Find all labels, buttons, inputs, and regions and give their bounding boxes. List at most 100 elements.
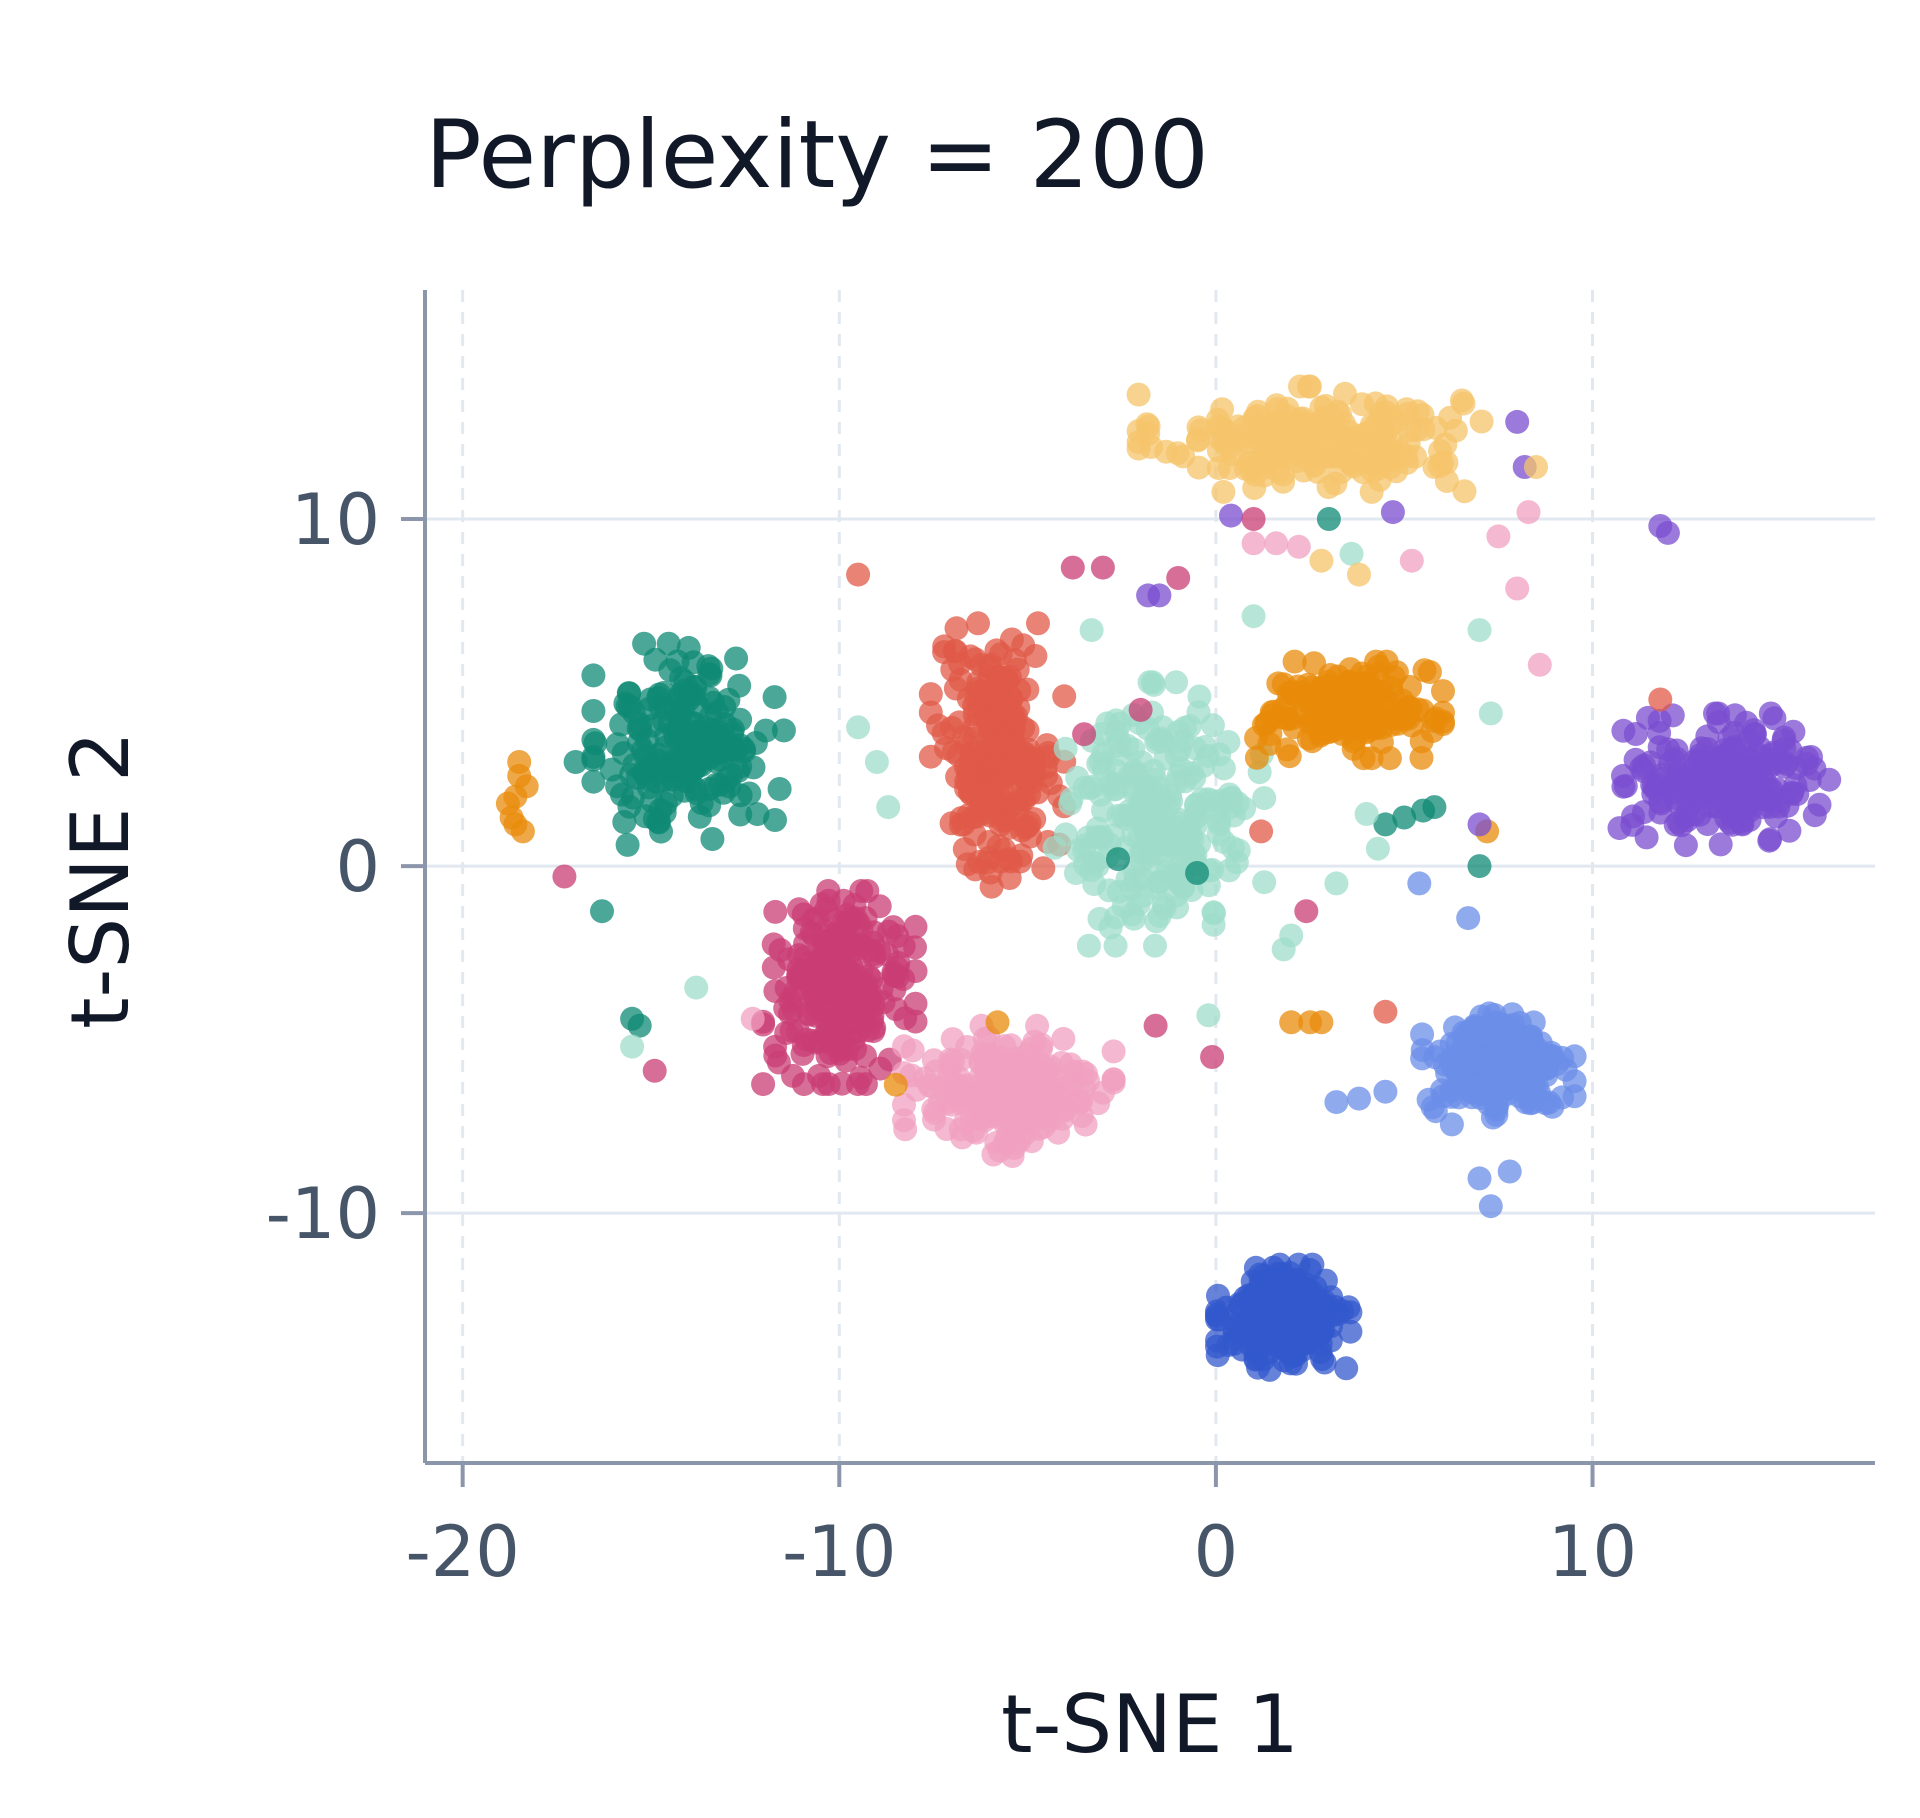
data-point [1758, 701, 1783, 726]
data-point [1310, 706, 1335, 731]
data-point [1709, 763, 1734, 788]
data-point [781, 985, 806, 1010]
data-point [751, 1072, 776, 1097]
data-point [621, 700, 646, 725]
data-point [1364, 649, 1389, 674]
data-point [814, 897, 839, 922]
data-point [1779, 781, 1804, 806]
data-point [1020, 753, 1045, 778]
x-tick-label: -20 [405, 1511, 519, 1593]
data-point [811, 976, 836, 1001]
data-point [1373, 1079, 1398, 1104]
data-point [1373, 812, 1398, 837]
data-point [791, 1072, 816, 1097]
data-point [1144, 909, 1169, 934]
data-point [495, 791, 520, 816]
data-point [996, 704, 1021, 729]
data-point [1001, 732, 1026, 757]
data-point [761, 932, 786, 957]
y-tick-label: 10 [291, 479, 380, 561]
data-point [1347, 1086, 1371, 1111]
data-point [816, 1018, 841, 1043]
data-point [1451, 391, 1476, 416]
data-point [507, 750, 532, 774]
data-point [1153, 746, 1178, 771]
data-point [1185, 861, 1210, 885]
x-axis-label: t-SNE 1 [1001, 1678, 1299, 1771]
data-point [1708, 832, 1733, 857]
data-point [1246, 1355, 1270, 1380]
data-point [1246, 399, 1270, 424]
data-point [1252, 786, 1277, 811]
data-point [767, 777, 792, 801]
data-point [1205, 1299, 1229, 1324]
data-point [1431, 679, 1455, 704]
data-point [590, 899, 614, 924]
data-point [1126, 436, 1151, 461]
data-point [1328, 688, 1353, 713]
data-point [841, 931, 866, 956]
data-point [1154, 439, 1179, 464]
data-point [1309, 1010, 1334, 1035]
chart-title: Perplexity = 200 [425, 101, 1209, 210]
data-point [615, 832, 640, 857]
data-point [683, 675, 708, 700]
data-point [1365, 836, 1390, 861]
data-point [1629, 755, 1654, 780]
data-point [985, 1010, 1010, 1035]
data-point [969, 653, 994, 678]
data-point [1417, 660, 1442, 684]
data-point [982, 1056, 1007, 1081]
data-point [1467, 618, 1492, 643]
data-point [1410, 1022, 1435, 1047]
data-point [581, 663, 606, 688]
data-point [966, 611, 990, 636]
data-point [918, 700, 943, 725]
data-point [975, 689, 1000, 714]
data-point [700, 827, 725, 851]
data-point [1000, 1144, 1025, 1168]
data-point [1079, 618, 1104, 643]
data-point [1022, 807, 1047, 832]
data-point [862, 944, 887, 969]
data-point [979, 874, 1004, 899]
data-point [660, 767, 685, 792]
data-point [563, 750, 588, 774]
data-point [1079, 858, 1104, 883]
data-point [1288, 374, 1312, 399]
data-point [1456, 906, 1481, 931]
data-point [1252, 870, 1277, 895]
data-point [918, 682, 943, 707]
data-point [903, 959, 928, 984]
data-point [1737, 791, 1761, 816]
data-point [1042, 835, 1067, 860]
data-point [704, 749, 729, 774]
data-point [1300, 1289, 1325, 1314]
data-point [1031, 856, 1056, 881]
data-point [1405, 399, 1430, 424]
data-point [1143, 1013, 1168, 1038]
data-point [1090, 555, 1115, 580]
data-point [999, 627, 1024, 652]
data-point [1147, 583, 1172, 608]
data-point [581, 699, 606, 723]
data-point [763, 899, 788, 924]
data-point [1166, 810, 1191, 835]
data-point [1264, 531, 1289, 556]
data-point [656, 631, 681, 656]
data-point [1308, 1331, 1333, 1356]
data-point [967, 850, 992, 874]
data-point [1757, 828, 1782, 853]
data-point [903, 991, 928, 1016]
data-point [864, 750, 889, 774]
data-point [846, 715, 871, 740]
data-point [1339, 541, 1364, 566]
data-point [1407, 871, 1432, 896]
data-point [1241, 531, 1266, 556]
data-point [853, 1072, 878, 1097]
data-point [1497, 1159, 1522, 1184]
data-point [1128, 697, 1153, 722]
data-point [642, 807, 667, 831]
data-point [912, 1066, 937, 1091]
